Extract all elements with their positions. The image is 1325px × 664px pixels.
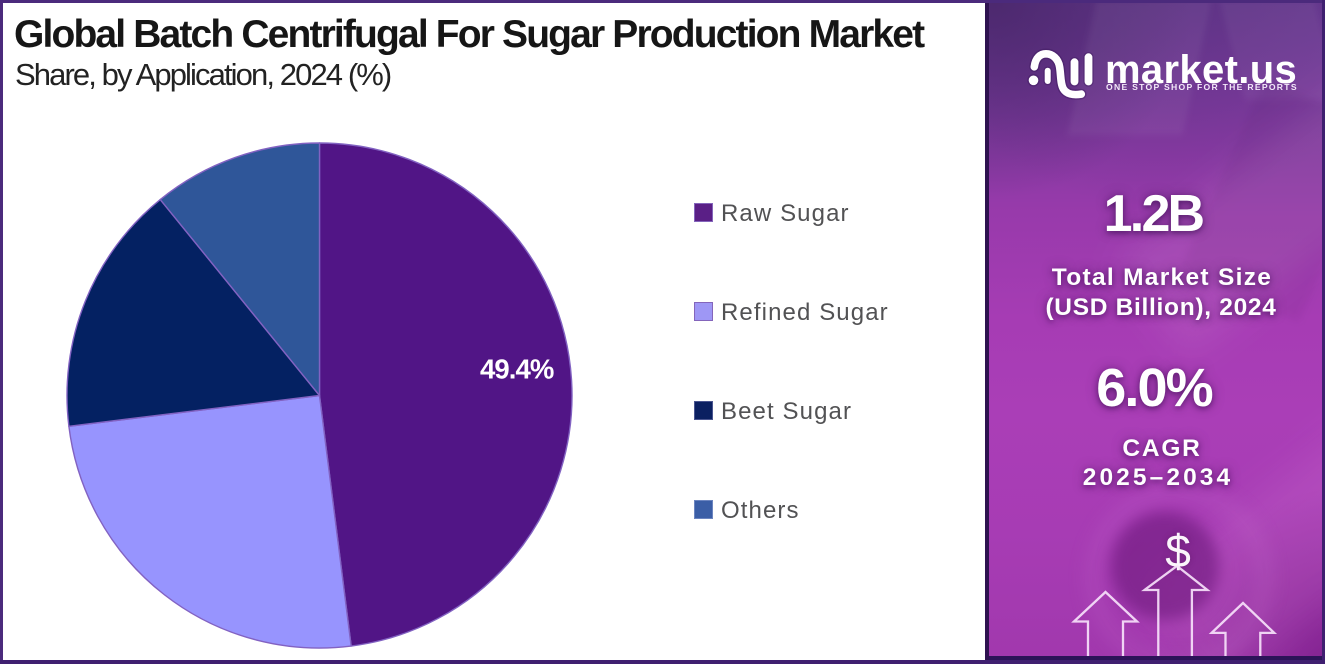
svg-text:market.us: market.us [1105,48,1297,92]
svg-text:49.4%: 49.4% [480,354,554,385]
svg-text:ONE STOP SHOP FOR THE REPORTS: ONE STOP SHOP FOR THE REPORTS [1106,82,1298,92]
